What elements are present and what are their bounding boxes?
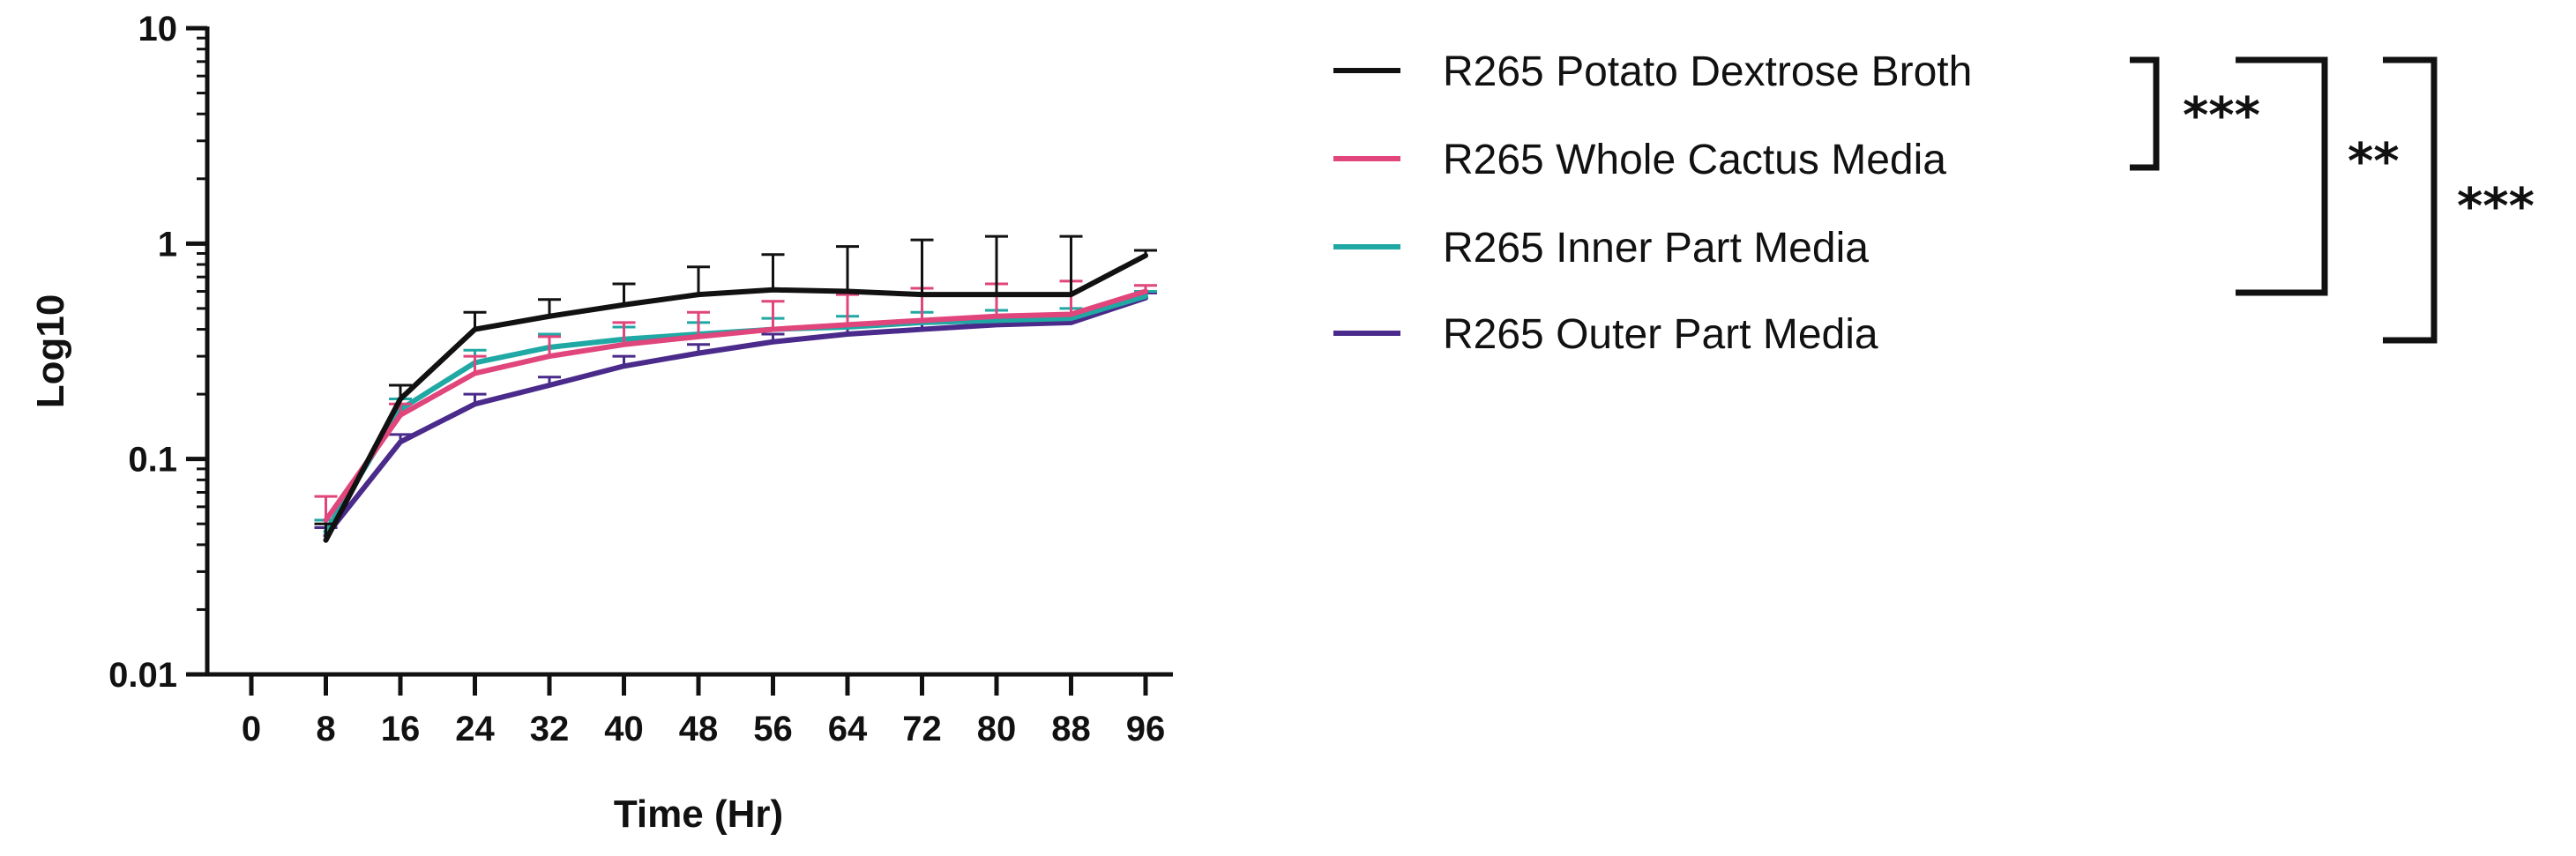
x-tick-label: 24 [455, 710, 495, 748]
significance-bracket [2383, 56, 2438, 344]
x-tick-label: 0 [242, 710, 261, 748]
x-tick-label: 56 [753, 710, 793, 748]
series-0 [314, 234, 1157, 543]
y-tick-label: 0.1 [128, 441, 177, 480]
x-tick-label: 16 [381, 710, 421, 748]
x-tick-label: 72 [902, 710, 942, 748]
legend-label: R265 Inner Part Media [1443, 225, 1869, 272]
x-tick-label: 88 [1051, 710, 1091, 748]
plot-area: 0.01 0.1 1 10 0 8 16 24 32 40 48 56 64 72 80 88 96 Time (… [29, 10, 1173, 836]
x-tick-label: 64 [828, 710, 868, 748]
x-tick-label: 80 [977, 710, 1017, 748]
y-tick-label: 10 [138, 10, 178, 48]
significance-label: ** [2348, 133, 2400, 190]
series-line [323, 288, 1148, 524]
series-line [323, 252, 1148, 543]
legend-label: R265 Whole Cactus Media [1443, 137, 1946, 183]
significance-label: *** [2183, 87, 2260, 145]
x-tick-label: 8 [316, 710, 335, 748]
x-tick-label: 32 [530, 710, 570, 748]
series-line [323, 294, 1148, 539]
y-axis-title: Log10 [29, 294, 72, 409]
significance-bracket [2236, 56, 2328, 296]
legend: R265 Potato Dextrose Broth R265 Whole Cac… [1333, 48, 1972, 358]
x-tick-label: 96 [1126, 710, 1166, 748]
significance-label: *** [2457, 178, 2535, 235]
y-tick-label: 0.01 [108, 656, 177, 695]
significance-brackets: ******** [2130, 56, 2535, 344]
series-1 [314, 279, 1157, 524]
legend-label: R265 Potato Dextrose Broth [1443, 48, 1972, 95]
legend-label: R265 Outer Part Media [1443, 311, 1878, 358]
x-axis-title: Time (Hr) [614, 793, 783, 836]
significance-bracket [2130, 56, 2160, 171]
y-tick-label: 1 [158, 225, 177, 264]
x-tick-label: 40 [604, 710, 644, 748]
x-tick-label: 48 [679, 710, 719, 748]
series-2 [314, 290, 1157, 535]
